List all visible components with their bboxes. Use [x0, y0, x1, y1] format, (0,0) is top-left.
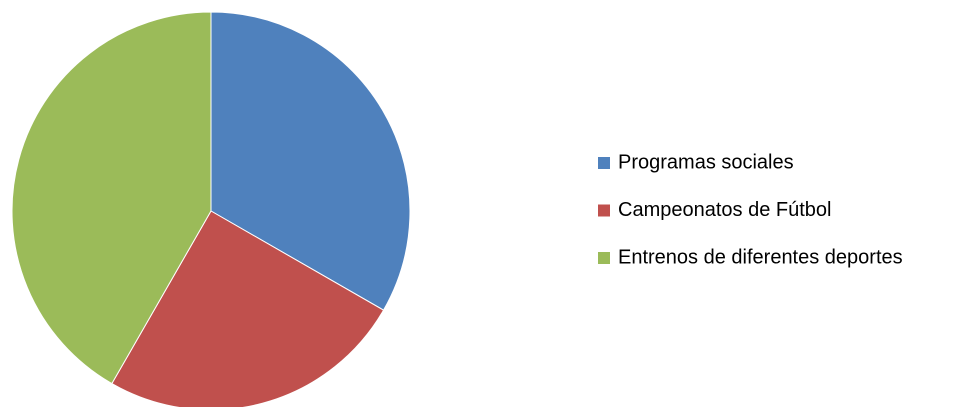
legend-swatch	[598, 157, 610, 169]
pie-slice	[111, 210, 385, 407]
pie-slice	[210, 11, 411, 311]
legend-label: Campeonatos de Fútbol	[618, 199, 831, 221]
legend-label: Programas sociales	[618, 151, 794, 173]
legend-label: Entrenos de diferentes deportes	[618, 246, 903, 268]
legend-swatch	[598, 204, 610, 217]
pie-slice	[11, 11, 212, 385]
legend-swatch	[598, 252, 610, 264]
